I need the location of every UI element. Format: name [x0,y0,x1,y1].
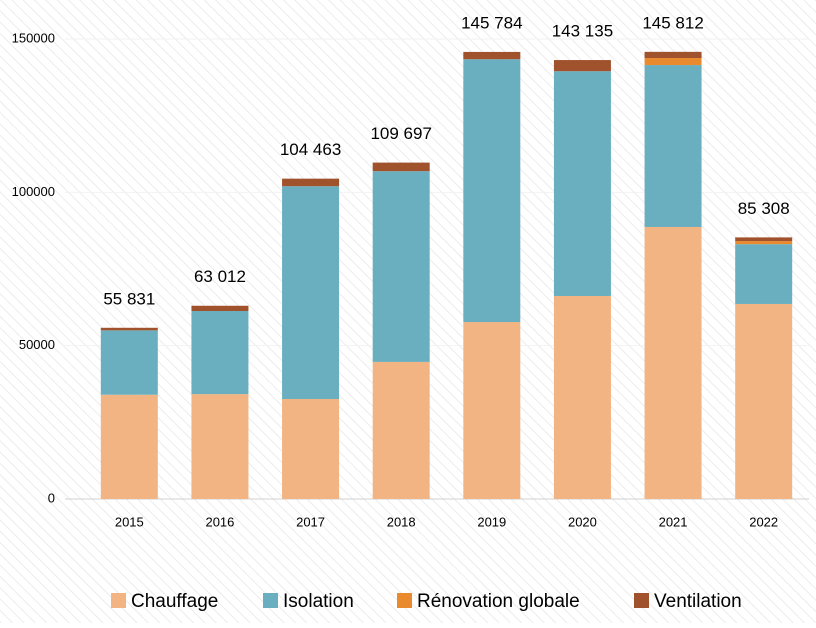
bar-segment [553,295,611,499]
bar-segment [191,394,249,499]
total-label: 104 463 [280,140,341,159]
legend-swatch [263,593,278,608]
bar-segment [100,394,158,499]
x-tick-label: 2021 [659,514,688,529]
bar-segment [282,186,340,400]
legend-label: Ventilation [654,591,742,612]
bar-segment [735,237,793,242]
bar-segment [282,399,340,499]
bar-segment [553,71,611,296]
total-label: 145 812 [642,13,703,32]
x-tick-label: 2018 [387,514,416,529]
total-label: 63 012 [194,267,246,286]
bar-segment [100,327,158,331]
x-tick-label: 2015 [115,514,144,529]
y-tick-label: 50000 [19,337,55,352]
legend-swatch [634,593,649,608]
bar-segment [463,51,521,60]
total-label: 143 135 [552,22,613,41]
bar-segment [100,330,158,395]
bar-segment [282,178,340,187]
bar-segment [553,60,611,72]
x-tick-label: 2022 [749,514,778,529]
total-label: 55 831 [103,289,155,308]
bar-segment [463,59,521,323]
y-tick-label: 150000 [12,30,55,45]
bar-segment [372,171,430,362]
y-tick-label: 100000 [12,184,55,199]
bar-segment [644,65,702,227]
legend-swatch [397,593,412,608]
bar-segment [191,311,249,395]
bar-segment [644,226,702,499]
bar-segment [644,51,702,59]
legend-label: Rénovation globale [417,591,580,612]
legend-label: Isolation [283,591,354,612]
total-label: 109 697 [370,124,431,143]
y-tick-label: 0 [48,490,55,505]
total-label: 85 308 [738,199,790,218]
x-tick-label: 2017 [296,514,325,529]
legend-swatch [111,593,126,608]
bar-segment [644,58,702,66]
bar-segment [463,322,521,499]
x-tick-label: 2019 [477,514,506,529]
bar-segment [191,305,249,312]
legend-label: Chauffage [131,591,218,612]
bar-segment [735,244,793,304]
bar-segment [735,303,793,499]
total-label: 145 784 [461,13,522,32]
bar-segment [372,361,430,499]
x-tick-label: 2020 [568,514,597,529]
bar-segment [735,241,793,245]
bar-segment [372,162,430,172]
x-tick-label: 2016 [205,514,234,529]
